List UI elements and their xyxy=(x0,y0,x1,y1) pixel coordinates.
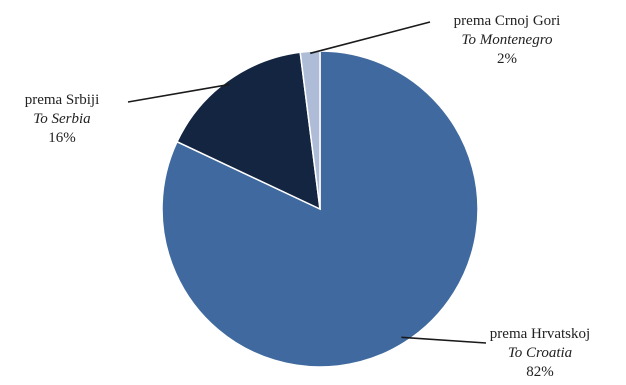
slice-label-name-1: prema Srbiji xyxy=(25,92,100,108)
slice-label-value-1: 16% xyxy=(48,130,76,146)
leader-lines xyxy=(127,21,487,344)
slice-label-name-en-1: To Serbia xyxy=(33,111,90,127)
leader-line-0 xyxy=(401,336,487,344)
slice-label-name-2: prema Crnoj Gori xyxy=(454,13,561,29)
slice-label-name-en-0: To Croatia xyxy=(508,345,572,361)
pie-slice-1 xyxy=(176,51,321,211)
slice-label-value-0: 82% xyxy=(526,364,554,380)
slice-labels: prema Hrvatskoj To Croatia 82% prema Srbiji… xyxy=(25,13,590,380)
pie-slices xyxy=(161,50,479,368)
slice-label-name-0: prema Hrvatskoj xyxy=(490,326,590,342)
slice-label-name-en-2: To Montenegro xyxy=(462,32,553,48)
leader-line-1 xyxy=(127,83,230,103)
slice-label-value-2: 2% xyxy=(497,51,517,67)
leader-line-2 xyxy=(309,21,431,55)
